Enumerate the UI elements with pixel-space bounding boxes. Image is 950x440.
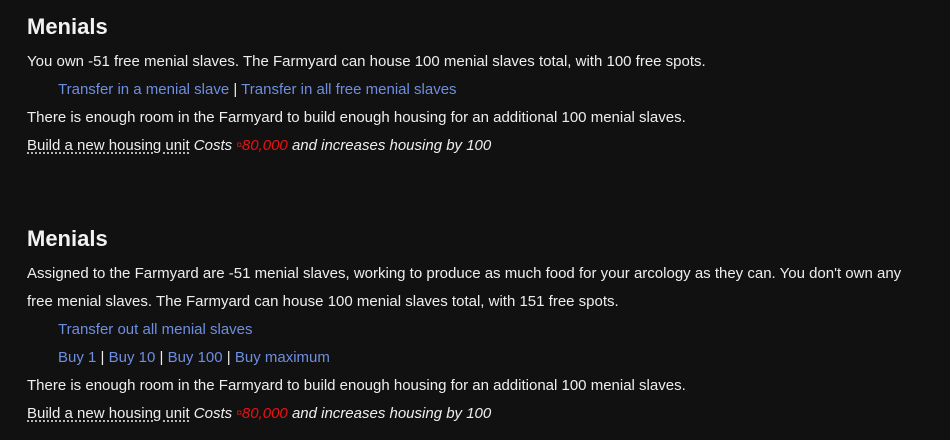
build-housing-link[interactable]: Build a new housing unit	[27, 137, 190, 154]
transfer-out-row: Transfer out all menial slaves	[27, 316, 930, 344]
cost-value: ¤80,000	[236, 137, 287, 154]
separator: |	[233, 81, 238, 98]
transfer-in-all-link[interactable]: Transfer in all free menial slaves	[241, 81, 457, 98]
separator: |	[100, 349, 105, 366]
buy-1-link[interactable]: Buy 1	[58, 349, 97, 366]
cost-value: ¤80,000	[236, 405, 287, 422]
costs-prefix: Costs	[193, 137, 233, 154]
buy-links: Buy 1 | Buy 10 | Buy 100 | Buy maximum	[27, 344, 930, 372]
buy-10-link[interactable]: Buy 10	[108, 349, 156, 366]
costs-suffix: and increases housing by 100	[291, 405, 492, 422]
build-housing-link[interactable]: Build a new housing unit	[27, 405, 190, 422]
cash-icon: ¤	[236, 408, 242, 419]
menials-section-2: Menials Assigned to the Farmyard are -51…	[27, 224, 930, 428]
build-row: Build a new housing unit Costs ¤80,000 a…	[27, 400, 930, 428]
menials-section-1: Menials You own -51 free menial slaves. …	[27, 12, 930, 160]
costs-prefix: Costs	[193, 405, 233, 422]
buy-maximum-link[interactable]: Buy maximum	[234, 349, 330, 366]
cost-amount: 80,000	[241, 405, 288, 422]
transfer-in-one-link[interactable]: Transfer in a menial slave	[58, 81, 230, 98]
section-title: Menials	[27, 226, 108, 251]
build-row: Build a new housing unit Costs ¤80,000 a…	[27, 132, 930, 160]
status-text: You own -51 free menial slaves. The Farm…	[27, 53, 706, 70]
cost-amount: 80,000	[241, 137, 288, 154]
housing-text: There is enough room in the Farmyard to …	[27, 377, 686, 394]
cash-icon: ¤	[236, 140, 242, 151]
separator: |	[226, 349, 231, 366]
section-title: Menials	[27, 14, 108, 39]
transfer-links: Transfer in a menial slave | Transfer in…	[27, 76, 930, 104]
status-text: Assigned to the Farmyard are -51 menial …	[27, 265, 902, 310]
costs-suffix: and increases housing by 100	[291, 137, 492, 154]
housing-text: There is enough room in the Farmyard to …	[27, 109, 686, 126]
transfer-out-all-link[interactable]: Transfer out all menial slaves	[58, 321, 253, 338]
separator: |	[159, 349, 164, 366]
buy-100-link[interactable]: Buy 100	[167, 349, 223, 366]
